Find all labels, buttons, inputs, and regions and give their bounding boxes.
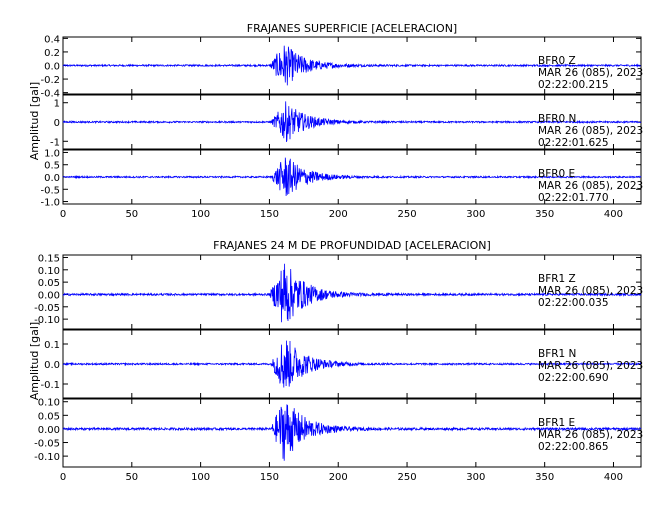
chart-title: FRAJANES SUPERFICIE [ACELERACION]	[247, 22, 457, 35]
event-date: MAR 26 (085), 2023	[538, 360, 643, 372]
seismogram-trace	[62, 101, 642, 142]
x-tick-label: 250	[398, 209, 417, 220]
y-tick-label: 0.00	[38, 425, 60, 436]
station-label: BFR0 Z	[538, 55, 576, 67]
x-tick-label: 0	[60, 209, 66, 220]
y-tick-label: 0.05	[38, 278, 60, 289]
x-tick-label: 150	[260, 472, 279, 483]
event-date: MAR 26 (085), 2023	[538, 180, 643, 192]
y-tick-label: -0.5	[40, 185, 60, 196]
start-time: 02:22:00.690	[538, 372, 609, 384]
x-tick-label: 0	[60, 472, 66, 483]
y-tick-label: 0.1	[44, 340, 60, 351]
y-tick-label: -0.10	[34, 452, 60, 463]
start-time: 02:22:01.770	[538, 192, 609, 204]
y-tick-label: -1	[50, 137, 60, 148]
y-tick-label: 0.10	[38, 266, 60, 277]
y-tick-label: 0.05	[38, 411, 60, 422]
y-tick-label: -0.1	[40, 380, 60, 391]
event-date: MAR 26 (085), 2023	[538, 67, 643, 79]
seismogram-trace	[62, 404, 642, 461]
x-tick-label: 150	[260, 209, 279, 220]
x-tick-label: 300	[466, 472, 485, 483]
y-tick-label: -0.2	[40, 75, 60, 86]
y-tick-label: 0.00	[38, 290, 60, 301]
y-tick-label: 0.5	[44, 161, 60, 172]
x-tick-label: 350	[535, 209, 554, 220]
event-date: MAR 26 (085), 2023	[538, 429, 643, 441]
y-tick-label: 0.0	[44, 360, 60, 371]
y-tick-label: -1.0	[40, 198, 60, 209]
y-tick-label: 0	[54, 118, 60, 129]
y-axis-label: Amplitud [gal]	[28, 322, 41, 400]
start-time: 02:22:00.865	[538, 441, 609, 453]
event-date: MAR 26 (085), 2023	[538, 125, 643, 137]
seismogram-trace	[62, 157, 642, 197]
y-tick-label: -0.05	[34, 439, 60, 450]
y-tick-label: -0.05	[34, 303, 60, 314]
y-tick-label: 0.0	[44, 62, 60, 73]
x-tick-label: 100	[191, 472, 210, 483]
y-tick-label: 0.0	[44, 173, 60, 184]
start-time: 02:22:01.625	[538, 137, 609, 149]
x-tick-label: 300	[466, 209, 485, 220]
x-tick-label: 400	[604, 472, 623, 483]
x-tick-label: 200	[329, 209, 348, 220]
seismogram-trace	[62, 340, 642, 388]
x-tick-label: 250	[398, 472, 417, 483]
station-label: BFR1 Z	[538, 273, 576, 285]
x-tick-label: 200	[329, 472, 348, 483]
y-tick-label: 1	[54, 99, 60, 110]
seismogram-trace	[62, 263, 642, 323]
x-tick-label: 350	[535, 472, 554, 483]
seismogram-trace	[62, 45, 642, 86]
y-tick-label: 0.4	[44, 34, 60, 45]
panel-frame	[62, 254, 642, 330]
y-tick-label: 1.0	[44, 148, 60, 159]
station-label: BFR1 E	[538, 417, 575, 429]
start-time: 02:22:00.215	[538, 79, 609, 91]
y-tick-label: -0.10	[34, 315, 60, 326]
station-label: BFR1 N	[538, 348, 576, 360]
y-tick-label: 0.15	[38, 253, 60, 264]
x-tick-label: 100	[191, 209, 210, 220]
y-axis-label: Amplitud [gal]	[28, 82, 41, 160]
x-tick-label: 400	[604, 209, 623, 220]
y-tick-label: 0.10	[38, 398, 60, 409]
panel-frame	[62, 398, 642, 468]
chart-title: FRAJANES 24 M DE PROFUNDIDAD [ACELERACIO…	[213, 239, 491, 252]
event-date: MAR 26 (085), 2023	[538, 285, 643, 297]
station-label: BFR0 E	[538, 168, 575, 180]
y-tick-label: 0.2	[44, 48, 60, 59]
y-tick-label: -0.4	[40, 89, 60, 100]
start-time: 02:22:00.035	[538, 297, 609, 309]
station-label: BFR0 N	[538, 113, 576, 125]
x-tick-label: 50	[125, 209, 138, 220]
x-tick-label: 50	[125, 472, 138, 483]
